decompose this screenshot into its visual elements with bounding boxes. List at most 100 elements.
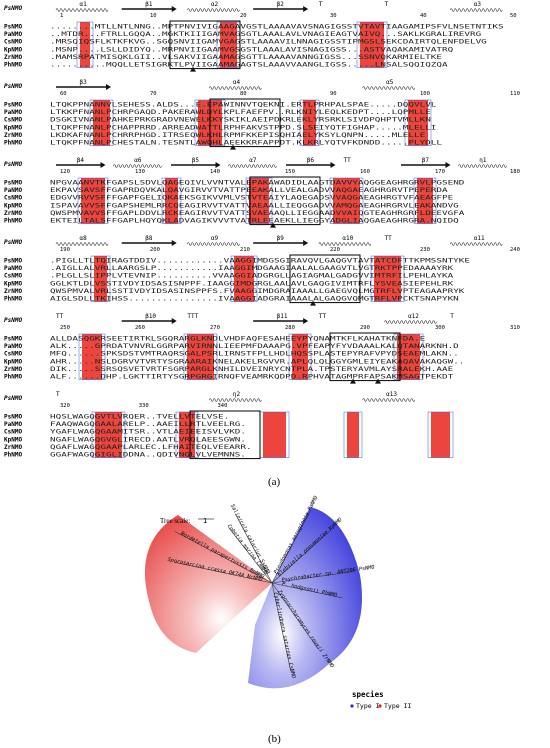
secondary-structure-label: β7: [422, 157, 430, 164]
species-label: CsNMO: [4, 351, 22, 358]
similarity-box: [245, 177, 273, 224]
residue-number-tick: 300: [435, 325, 445, 331]
alignment-ref-label: PsNMO: [4, 395, 22, 402]
sequence-row: NGAFLWAGQGVGLIRECD.AATLVRQLAEESGWN.: [50, 437, 246, 443]
species-label: KpNMO: [4, 202, 22, 209]
sequence-row: GGAFWAGQGIGLIDDNA..QDIVNQLVLVEMNNS.: [50, 453, 246, 459]
secondary-structure-label: α6: [134, 157, 142, 164]
residue-number-tick: 100: [420, 91, 430, 97]
secondary-structure-helix: α11: [450, 235, 503, 246]
residue-number-tick: 290: [360, 325, 370, 331]
conserved-region: [93, 100, 110, 146]
legend-item-type-i: Type I: [350, 702, 380, 710]
conserved-region: [80, 22, 90, 68]
species-label: CsNMO: [4, 195, 22, 202]
alignment-ref-label: PsNMO: [4, 161, 22, 168]
residue-number-tick: 120: [60, 169, 70, 175]
secondary-structure-helix: α9: [187, 235, 240, 246]
conserved-region: [82, 334, 102, 380]
species-label: CsNMO: [4, 117, 22, 124]
secondary-structure-label: α11: [474, 235, 485, 242]
tree-branch: [174, 561, 273, 584]
conserved-region: [417, 178, 433, 224]
sequence-row: MFQ......SPKSDSTVMTRAQRSGALPSRLIRNSTFPLL…: [50, 352, 459, 358]
conserved-region: [81, 178, 105, 224]
key-residue-marker: [270, 222, 276, 228]
similarity-box: [76, 21, 94, 68]
sequence-row: .AIGLLALVRLLAARGSLP...........IAAGGIMDGA…: [50, 266, 454, 272]
similarity-box: [77, 177, 109, 224]
conserved-region: [179, 412, 195, 458]
similarity-box: [393, 333, 424, 380]
similarity-box: [161, 177, 182, 224]
sequence-row: LTQKPFNANLPCHESTALN.TESNTLAWQHLAEEKKRFAP…: [50, 141, 443, 147]
secondary-structure-label: β1: [145, 1, 153, 8]
secondary-structure-label: TT: [385, 235, 393, 242]
secondary-structure-helix: α5: [362, 79, 415, 90]
species-label: ZrNMO: [4, 288, 22, 295]
conserved-region: [431, 412, 450, 458]
secondary-structure-turn: TT: [56, 313, 64, 320]
sequence-row: NPGVAANVTKFGAPSLSDVLQAGEQIVLVVNTVALEPAKA…: [50, 181, 465, 187]
species-label: ZrNMO: [4, 132, 22, 139]
sequence-row: EDGVVRVVSFFFGAPFGELIQKAEKSGIKVVMLVSTVTEA…: [50, 196, 454, 202]
secondary-structure-label: T: [56, 391, 60, 398]
sequence-row: AIGLSDLLTKIHSS................IVAAGGIADG…: [50, 297, 460, 303]
secondary-structure-label: β2: [277, 1, 285, 8]
tree-branch: [271, 510, 311, 584]
motif-box: [169, 20, 241, 70]
sequence-row: AHR.....NSLDGRVVTVRTYSGRAARAIKNELAKELRGV…: [50, 359, 464, 365]
sequence-row: ..MTDR...FTRLLGQQA..MGKTKIIIGAMVAGSGTLAA…: [50, 32, 482, 38]
secondary-structure-helix: α7: [228, 157, 277, 168]
sequence-row: QWSPMVALVRLSSTIVDYIDSASINSPPFS.FVAAGGIMD…: [50, 289, 465, 295]
sequence-row: .MSNP....LSLLDIDYQ..MRPNVIIGAAMVGSGSTLAA…: [50, 47, 454, 53]
secondary-structure-label: α12: [408, 313, 419, 320]
secondary-structure-label: β10: [145, 313, 156, 320]
residue-number-tick: 80: [240, 91, 247, 97]
secondary-structure-label: β6: [307, 157, 315, 164]
secondary-structure-label: α1: [80, 1, 88, 8]
species-label: CsNMO: [4, 39, 22, 46]
secondary-structure-label: α10: [342, 235, 353, 242]
species-label: PhNMO: [4, 374, 22, 381]
motif-box: [249, 176, 321, 226]
legend-title: species: [352, 690, 384, 699]
conserved-region: [249, 178, 269, 224]
secondary-structure-helix: α3: [450, 1, 503, 12]
species-label: ZrNMO: [4, 54, 22, 61]
species-label: PaNMO: [4, 265, 22, 272]
similarity-box: [356, 21, 388, 68]
secondary-structure-turn: TTT: [187, 313, 198, 320]
secondary-structure-helix: α6: [113, 157, 162, 168]
key-residue-marker: [310, 300, 316, 306]
sequence-row: QGAFLWAGQGAAPLARLEC.LFHAITEQLVEEARR.: [50, 445, 252, 451]
species-label: ZrNMO: [4, 210, 22, 217]
secondary-structure-strand: β7: [401, 157, 451, 168]
alignment-ref-label: PsNMO: [4, 83, 22, 90]
conserved-region: [95, 412, 122, 458]
alignment-block: PsNMO α8 β8 α9 β9 α10 TT α11 190 200 210 220 230 240 P…: [4, 235, 520, 306]
residue-number-tick: 50: [510, 13, 517, 19]
sequence-row: DSGKIVNANLPAHKEPRKGRADVNEWELKKYSKIKLAEIP…: [50, 118, 432, 124]
secondary-structure-helix: α8: [55, 235, 109, 246]
residue-number-tick: 170: [435, 169, 445, 175]
legend-item-type-ii: Type II: [378, 702, 411, 710]
similarity-box: [230, 255, 258, 302]
secondary-structure-label: α3: [474, 1, 482, 8]
residue-number-tick: 230: [420, 247, 430, 253]
conserved-region: [94, 256, 107, 302]
tree-branch: [271, 529, 332, 584]
secondary-structure-label: α2: [211, 1, 219, 8]
secondary-structure-label: β8: [145, 235, 153, 242]
legend-label-type-i: Type I: [356, 702, 380, 710]
secondary-structure-label: TT: [319, 313, 327, 320]
similarity-box: [183, 333, 218, 380]
residue-number-tick: 210: [240, 247, 250, 253]
residue-number-tick: 270: [210, 325, 220, 331]
secondary-structure-label: β4: [77, 157, 85, 164]
residue-number-tick: 70: [150, 91, 157, 97]
secondary-structure-turn: TT: [385, 235, 393, 242]
key-residue-marker: [350, 378, 356, 384]
conserved-region: [187, 334, 214, 380]
